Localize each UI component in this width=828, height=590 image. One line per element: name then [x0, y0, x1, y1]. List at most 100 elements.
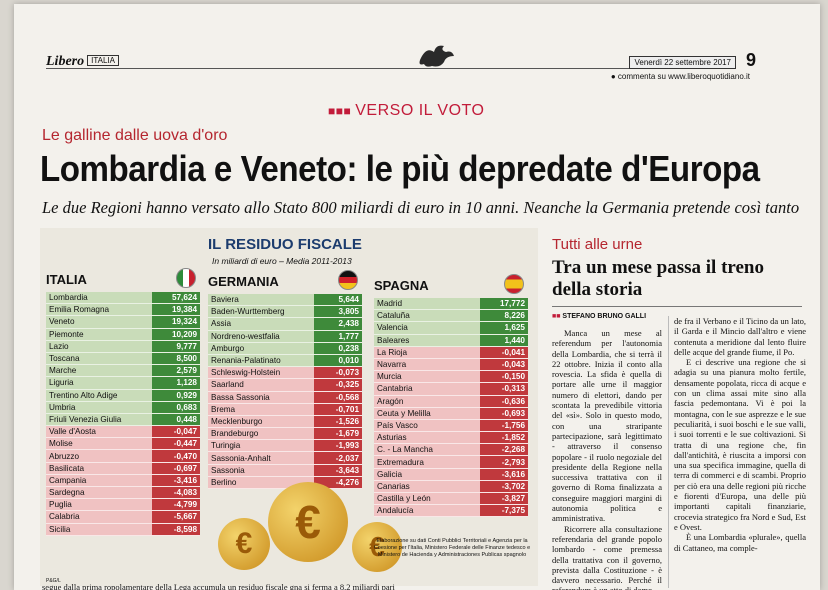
country-name: GERMANIA — [208, 274, 279, 289]
region-name: Abruzzo — [49, 451, 80, 461]
italy-flag-icon — [176, 268, 196, 288]
residue-value: 0,929 — [152, 389, 200, 401]
residue-value: -3,616 — [480, 468, 528, 480]
residue-value: -1,756 — [480, 419, 528, 432]
column-header: ITALIA — [46, 268, 200, 292]
masthead-rule — [46, 68, 736, 69]
region-row: Aragón -0,636 — [374, 395, 528, 408]
residue-value: 1,625 — [480, 322, 528, 334]
residue-value: 9,777 — [152, 340, 200, 352]
region-row: La Rioja -0,041 — [374, 346, 528, 359]
column-separator — [668, 316, 669, 588]
residue-value: -4,276 — [314, 476, 362, 488]
region-name: Castilla y León — [377, 494, 431, 504]
region-row: Saarland -0,325 — [208, 379, 362, 392]
region-name: Aragón — [377, 396, 404, 406]
euro-coin-icon: € — [218, 518, 270, 570]
residue-value: -3,827 — [480, 493, 528, 505]
infographic-credits: Elaborazione su dati Conti Pubblici Terr… — [373, 538, 531, 558]
region-name: Valencia — [377, 323, 408, 333]
region-row: Schleswig-Holstein -0,073 — [208, 367, 362, 380]
region-row: Campania -3,416 — [46, 474, 200, 487]
region-name: Sardegna — [49, 488, 85, 498]
residue-value: 19,324 — [152, 316, 200, 328]
region-name: Basilicata — [49, 463, 85, 473]
byline-name: STEFANO BRUNO GALLI — [562, 313, 647, 320]
region-row: Basilicata -0,697 — [46, 462, 200, 475]
residue-value: -4,799 — [152, 499, 200, 511]
region-name: Sassonia-Anhalt — [211, 453, 271, 463]
infographic-subtitle: In miliardi di euro – Media 2011-2013 — [212, 256, 352, 266]
graphic-credit: P&G/L — [46, 578, 61, 584]
region-row: Cataluña 8,226 — [374, 310, 528, 323]
residue-value: -0,701 — [314, 403, 362, 415]
region-name: Baleares — [377, 335, 410, 345]
region-list: Lombardia 57,624 Emilia Romagna 19,384 Venet… — [46, 292, 200, 536]
region-name: Baden-Wurttemberg — [211, 307, 285, 317]
region-row: Castilla y León -3,827 — [374, 493, 528, 506]
byline: ■■ STEFANO BRUNO GALLI — [552, 313, 646, 320]
brand-logo: Libero ITALIA — [46, 54, 119, 70]
region-row: Lombardia 57,624 — [46, 292, 200, 305]
residue-value: 8,226 — [480, 310, 528, 322]
residue-value: -0,568 — [314, 391, 362, 403]
residue-value: 5,644 — [314, 294, 362, 306]
residue-value: -2,793 — [480, 456, 528, 468]
residue-value: -1,852 — [480, 432, 528, 444]
region-row: Bassa Sassonia -0,568 — [208, 391, 362, 404]
region-row: Molise -0,447 — [46, 438, 200, 451]
region-name: Campania — [49, 475, 87, 485]
comment-link[interactable]: ● commenta su www.liberoquotidiano.it — [610, 72, 750, 81]
region-row: Calabria -5,667 — [46, 511, 200, 524]
article-column-1: Manca un mese al referendum per l'autono… — [552, 328, 662, 590]
region-row: País Vasco -1,756 — [374, 419, 528, 433]
region-row: Assia 2,438 — [208, 318, 362, 331]
kicker-text: VERSO IL VOTO — [355, 102, 485, 119]
region-name: Amburgo — [211, 343, 245, 353]
brand-name: Libero — [46, 54, 85, 69]
region-name: Ceuta y Melilla — [377, 408, 431, 418]
issue-date: Venerdì 22 settembre 2017 — [629, 56, 736, 69]
residue-value: -0,447 — [152, 438, 200, 450]
country-name: ITALIA — [46, 272, 87, 287]
region-name: Turingia — [211, 441, 241, 451]
region-name: Berlino — [211, 477, 237, 487]
region-row: Cantabria -0,313 — [374, 383, 528, 396]
region-row: Valencia 1,625 — [374, 322, 528, 335]
subheadline: Le due Regioni hanno versato allo Stato … — [42, 198, 800, 217]
region-name: Calabria — [49, 512, 80, 522]
region-list: Baviera 5,644 Baden-Wurttemberg 3,805 Assia 2… — [208, 294, 362, 489]
residue-value: -0,325 — [314, 379, 362, 391]
residue-value: 17,772 — [480, 298, 528, 310]
residue-value: 1,128 — [152, 377, 200, 389]
region-name: Sassonia — [211, 465, 245, 475]
region-row: Brandeburgo -1,679 — [208, 428, 362, 441]
residue-value: -0,697 — [152, 462, 200, 474]
region-name: Puglia — [49, 500, 72, 510]
article-title: Tra un mese passa il treno della storia — [552, 257, 764, 300]
column-header: GERMANIA — [208, 270, 362, 294]
article-section: Tutti alle urne — [552, 236, 643, 253]
region-row: Sicilia -8,598 — [46, 523, 200, 536]
residue-value: -0,636 — [480, 395, 528, 407]
region-row: Navarra -0,043 — [374, 358, 528, 372]
region-name: Sicilia — [49, 524, 71, 534]
residue-value: 0,238 — [314, 342, 362, 354]
region-name: La Rioja — [377, 347, 408, 357]
region-name: Emilia Romagna — [49, 305, 110, 315]
article-paragraph: Ricorrere alla consultazione referendari… — [552, 523, 662, 590]
region-row: Amburgo 0,238 — [208, 342, 362, 355]
residue-value: 0,448 — [152, 413, 200, 426]
region-name: Nordreno-westfalia — [211, 331, 280, 341]
region-name: C. - La Mancha — [377, 445, 433, 455]
region-name: Cataluña — [377, 311, 410, 321]
spagna-column: SPAGNA Madrid 17,772 Cataluña 8,226 Valencia… — [374, 274, 528, 518]
region-row: Turingia -1,993 — [208, 440, 362, 453]
residue-value: -3,643 — [314, 464, 362, 476]
residue-value: -4,083 — [152, 487, 200, 499]
region-row: Murcia -0,150 — [374, 371, 528, 384]
region-name: Cantabria — [377, 384, 413, 394]
byline-dots-icon: ■■ — [552, 313, 563, 320]
article-paragraph: E ci descrive una regione che si adagia … — [674, 357, 806, 532]
euro-coins-illustration: € € € — [218, 478, 418, 578]
